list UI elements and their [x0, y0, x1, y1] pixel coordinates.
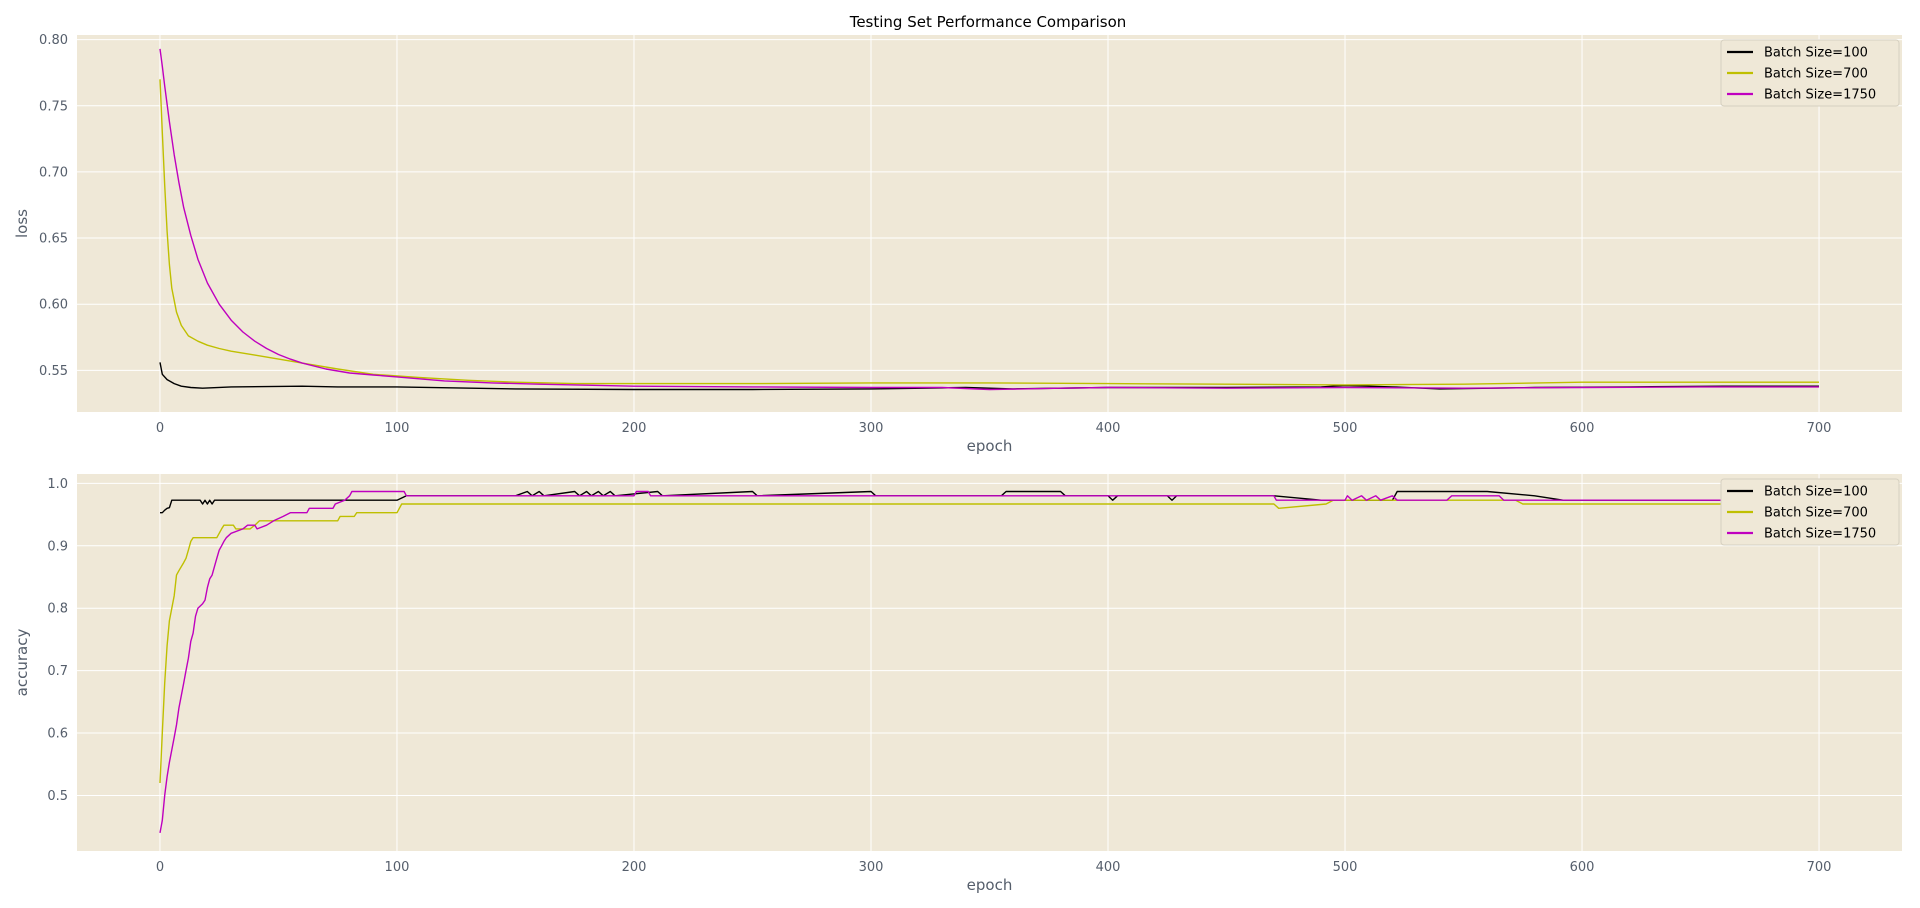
accuracy-legend-box: [1720, 478, 1900, 546]
loss-x-tick-label: 100: [385, 421, 410, 436]
accuracy-x-tick-label: 700: [1807, 860, 1832, 875]
accuracy-series-line-1: [159, 499, 1819, 784]
loss-y-axis-label: loss: [13, 209, 31, 238]
accuracy-y-tick-label: 0.6: [47, 727, 68, 742]
loss-x-tick-label: 500: [1333, 421, 1358, 436]
accuracy-y-tick-label: 0.8: [47, 602, 68, 617]
accuracy-y-axis-label: accuracy: [13, 629, 31, 697]
loss-x-tick-label: 300: [859, 421, 884, 436]
accuracy-x-tick-label: 200: [622, 860, 647, 875]
loss-series-line-1: [159, 79, 1819, 386]
loss-x-tick-label: 200: [622, 421, 647, 436]
accuracy-y-tick-label: 1.0: [47, 477, 68, 492]
accuracy-legend-label-2: Batch Size=1750: [1764, 527, 1876, 542]
loss-x-axis-label: epoch: [967, 437, 1013, 455]
loss-subplot: 0 100 200 300 400 500 600 700 0.55 0.60 0.65 0.70 0.…: [13, 33, 1902, 455]
loss-legend: Batch Size=100 Batch Size=700 Batch Size=1…: [1720, 39, 1900, 107]
accuracy-x-tick-label: 500: [1333, 860, 1358, 875]
loss-x-tick-label: 600: [1570, 421, 1595, 436]
loss-y-tick-label: 0.55: [39, 364, 68, 379]
accuracy-legend: Batch Size=100 Batch Size=700 Batch Size=1…: [1720, 478, 1900, 546]
accuracy-subplot: 0 100 200 300 400 500 600 700 0.5 0.6 0.7 0.8 0.9 1.0…: [13, 474, 1902, 894]
accuracy-x-tick-label: 300: [859, 860, 884, 875]
accuracy-legend-label-0: Batch Size=100: [1764, 485, 1868, 500]
loss-x-tick-label: 400: [1096, 421, 1121, 436]
accuracy-x-tick-label: 0: [156, 860, 164, 875]
accuracy-y-tick-label: 0.5: [47, 789, 68, 804]
accuracy-legend-label-1: Batch Size=700: [1764, 506, 1868, 521]
accuracy-x-tick-label: 400: [1096, 860, 1121, 875]
loss-x-tick-label: 0: [156, 421, 164, 436]
figure-title: Testing Set Performance Comparison: [849, 13, 1127, 31]
loss-y-tick-label: 0.65: [39, 232, 68, 247]
loss-y-tick-label: 0.70: [39, 165, 68, 180]
accuracy-x-axis-label: epoch: [967, 876, 1013, 894]
loss-y-tick-label: 0.80: [39, 33, 68, 48]
loss-y-tick-label: 0.60: [39, 298, 68, 313]
loss-legend-label-2: Batch Size=1750: [1764, 88, 1876, 103]
loss-legend-label-1: Batch Size=700: [1764, 67, 1868, 82]
loss-legend-box: [1720, 39, 1900, 107]
accuracy-x-tick-label: 100: [385, 860, 410, 875]
loss-legend-label-0: Batch Size=100: [1764, 46, 1868, 61]
accuracy-series-line-2: [159, 490, 1819, 834]
accuracy-x-tick-label: 600: [1570, 860, 1595, 875]
accuracy-y-tick-label: 0.9: [47, 539, 68, 554]
loss-y-tick-label: 0.75: [39, 99, 68, 114]
accuracy-y-tick-label: 0.7: [47, 664, 68, 679]
loss-series-line-2: [159, 48, 1819, 391]
loss-x-tick-label: 700: [1807, 421, 1832, 436]
loss-plot-area: [77, 35, 1902, 412]
accuracy-plot-area: [77, 474, 1902, 851]
